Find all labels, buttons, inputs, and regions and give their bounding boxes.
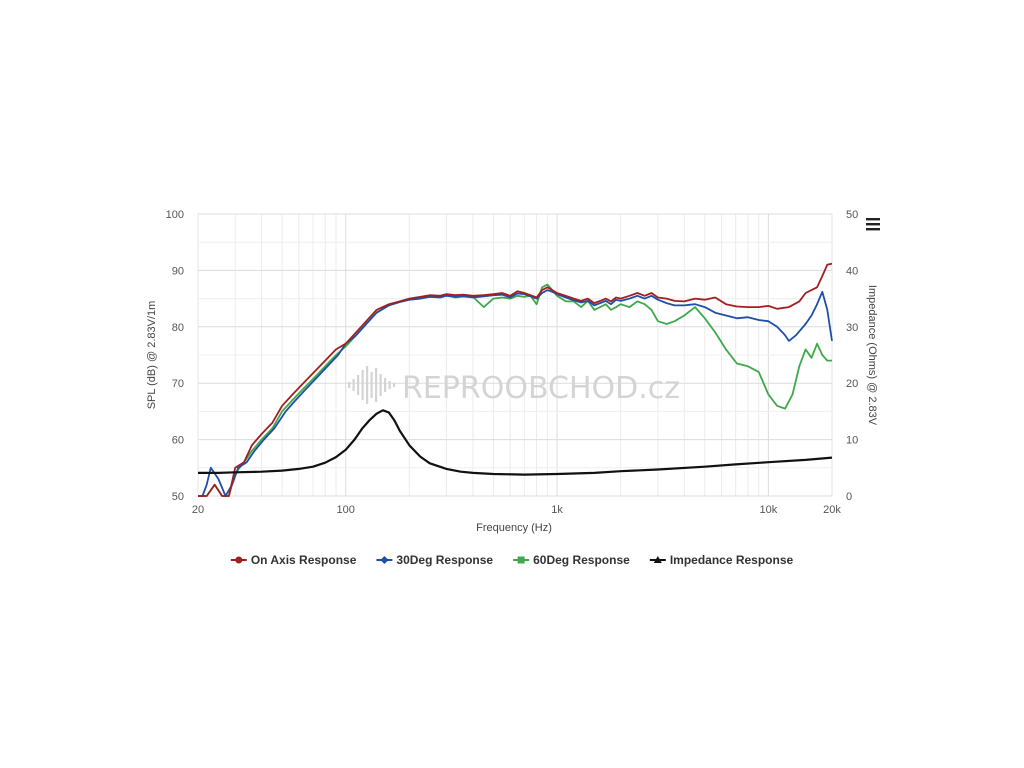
legend-item-60deg-response[interactable]: 60Deg Response	[513, 553, 630, 567]
watermark-wave-bar	[352, 379, 355, 391]
watermark-text: REPROOBCHOD.cz	[402, 371, 680, 406]
watermark-wave-bar	[375, 368, 378, 402]
watermark-wave-bar	[348, 382, 351, 388]
legend-item-30deg-response[interactable]: 30Deg Response	[376, 553, 493, 567]
y-right-tick-label: 40	[846, 265, 858, 277]
legend-marker-diamond-icon	[380, 556, 389, 564]
y-left-tick-label: 70	[172, 378, 184, 390]
x-tick-label: 100	[337, 504, 355, 516]
series-line-on-axis-response	[198, 262, 833, 497]
y-left-tick-label: 80	[172, 322, 184, 334]
legend-label: 30Deg Response	[396, 553, 493, 567]
watermark-wave-bar	[384, 378, 387, 392]
y-axis-right-ticks: 0 10 20 30 40 50	[846, 209, 858, 503]
y-right-tick-label: 30	[846, 322, 858, 334]
y-right-tick-label: 50	[846, 209, 858, 221]
watermark: REPROOBCHOD.cz	[348, 366, 680, 406]
series-line-30deg-response	[198, 289, 833, 497]
hamburger-menu-icon[interactable]	[866, 218, 880, 231]
legend-item-on-axis-response[interactable]: On Axis Response	[230, 553, 357, 567]
x-axis-ticks: 20 100 1k 10k 20k	[192, 504, 841, 516]
legend-marker-circle-icon	[235, 556, 243, 564]
legend-item-impedance-response[interactable]: Impedance Response	[649, 553, 794, 567]
y-left-tick-label: 50	[172, 491, 184, 503]
series-line-impedance-response	[198, 409, 833, 476]
legend-marker-square-icon	[517, 556, 525, 564]
watermark-wave-bar	[361, 370, 364, 400]
legend-label: 60Deg Response	[533, 553, 630, 567]
y-right-tick-label: 10	[846, 435, 858, 447]
y-right-tick-label: 0	[846, 491, 852, 503]
y-left-tick-label: 100	[166, 209, 184, 221]
watermark-wave-bar	[357, 375, 360, 395]
y-axis-left-ticks: 50 60 70 80 90 100	[166, 209, 184, 503]
watermark-wave-bar	[393, 383, 396, 387]
watermark-waveform-icon	[348, 366, 396, 404]
y-axis-right-title: Impedance (Ohms) @ 2.83V	[866, 285, 878, 426]
legend-label: Impedance Response	[670, 553, 794, 567]
grid	[197, 213, 833, 497]
watermark-wave-bar	[379, 374, 382, 396]
watermark-wave-bar	[366, 366, 369, 404]
legend: On Axis Response 30Deg Response 60Deg Resp…	[230, 553, 794, 567]
legend-marker-triangle-icon	[653, 556, 662, 563]
y-right-tick-label: 20	[846, 378, 858, 390]
watermark-wave-bar	[388, 381, 391, 389]
x-tick-label: 1k	[551, 504, 563, 516]
series-line-60deg-response	[198, 283, 832, 497]
y-left-tick-label: 90	[172, 265, 184, 277]
x-tick-label: 20k	[823, 504, 841, 516]
series-layer	[198, 262, 833, 497]
legend-label: On Axis Response	[251, 553, 357, 567]
x-axis-title: Frequency (Hz)	[476, 522, 552, 534]
y-axis-left-title: SPL (dB) @ 2.83V/1m	[146, 301, 158, 410]
x-tick-label: 20	[192, 504, 204, 516]
y-left-tick-label: 60	[172, 435, 184, 447]
watermark-wave-bar	[370, 372, 373, 398]
x-tick-label: 10k	[760, 504, 778, 516]
